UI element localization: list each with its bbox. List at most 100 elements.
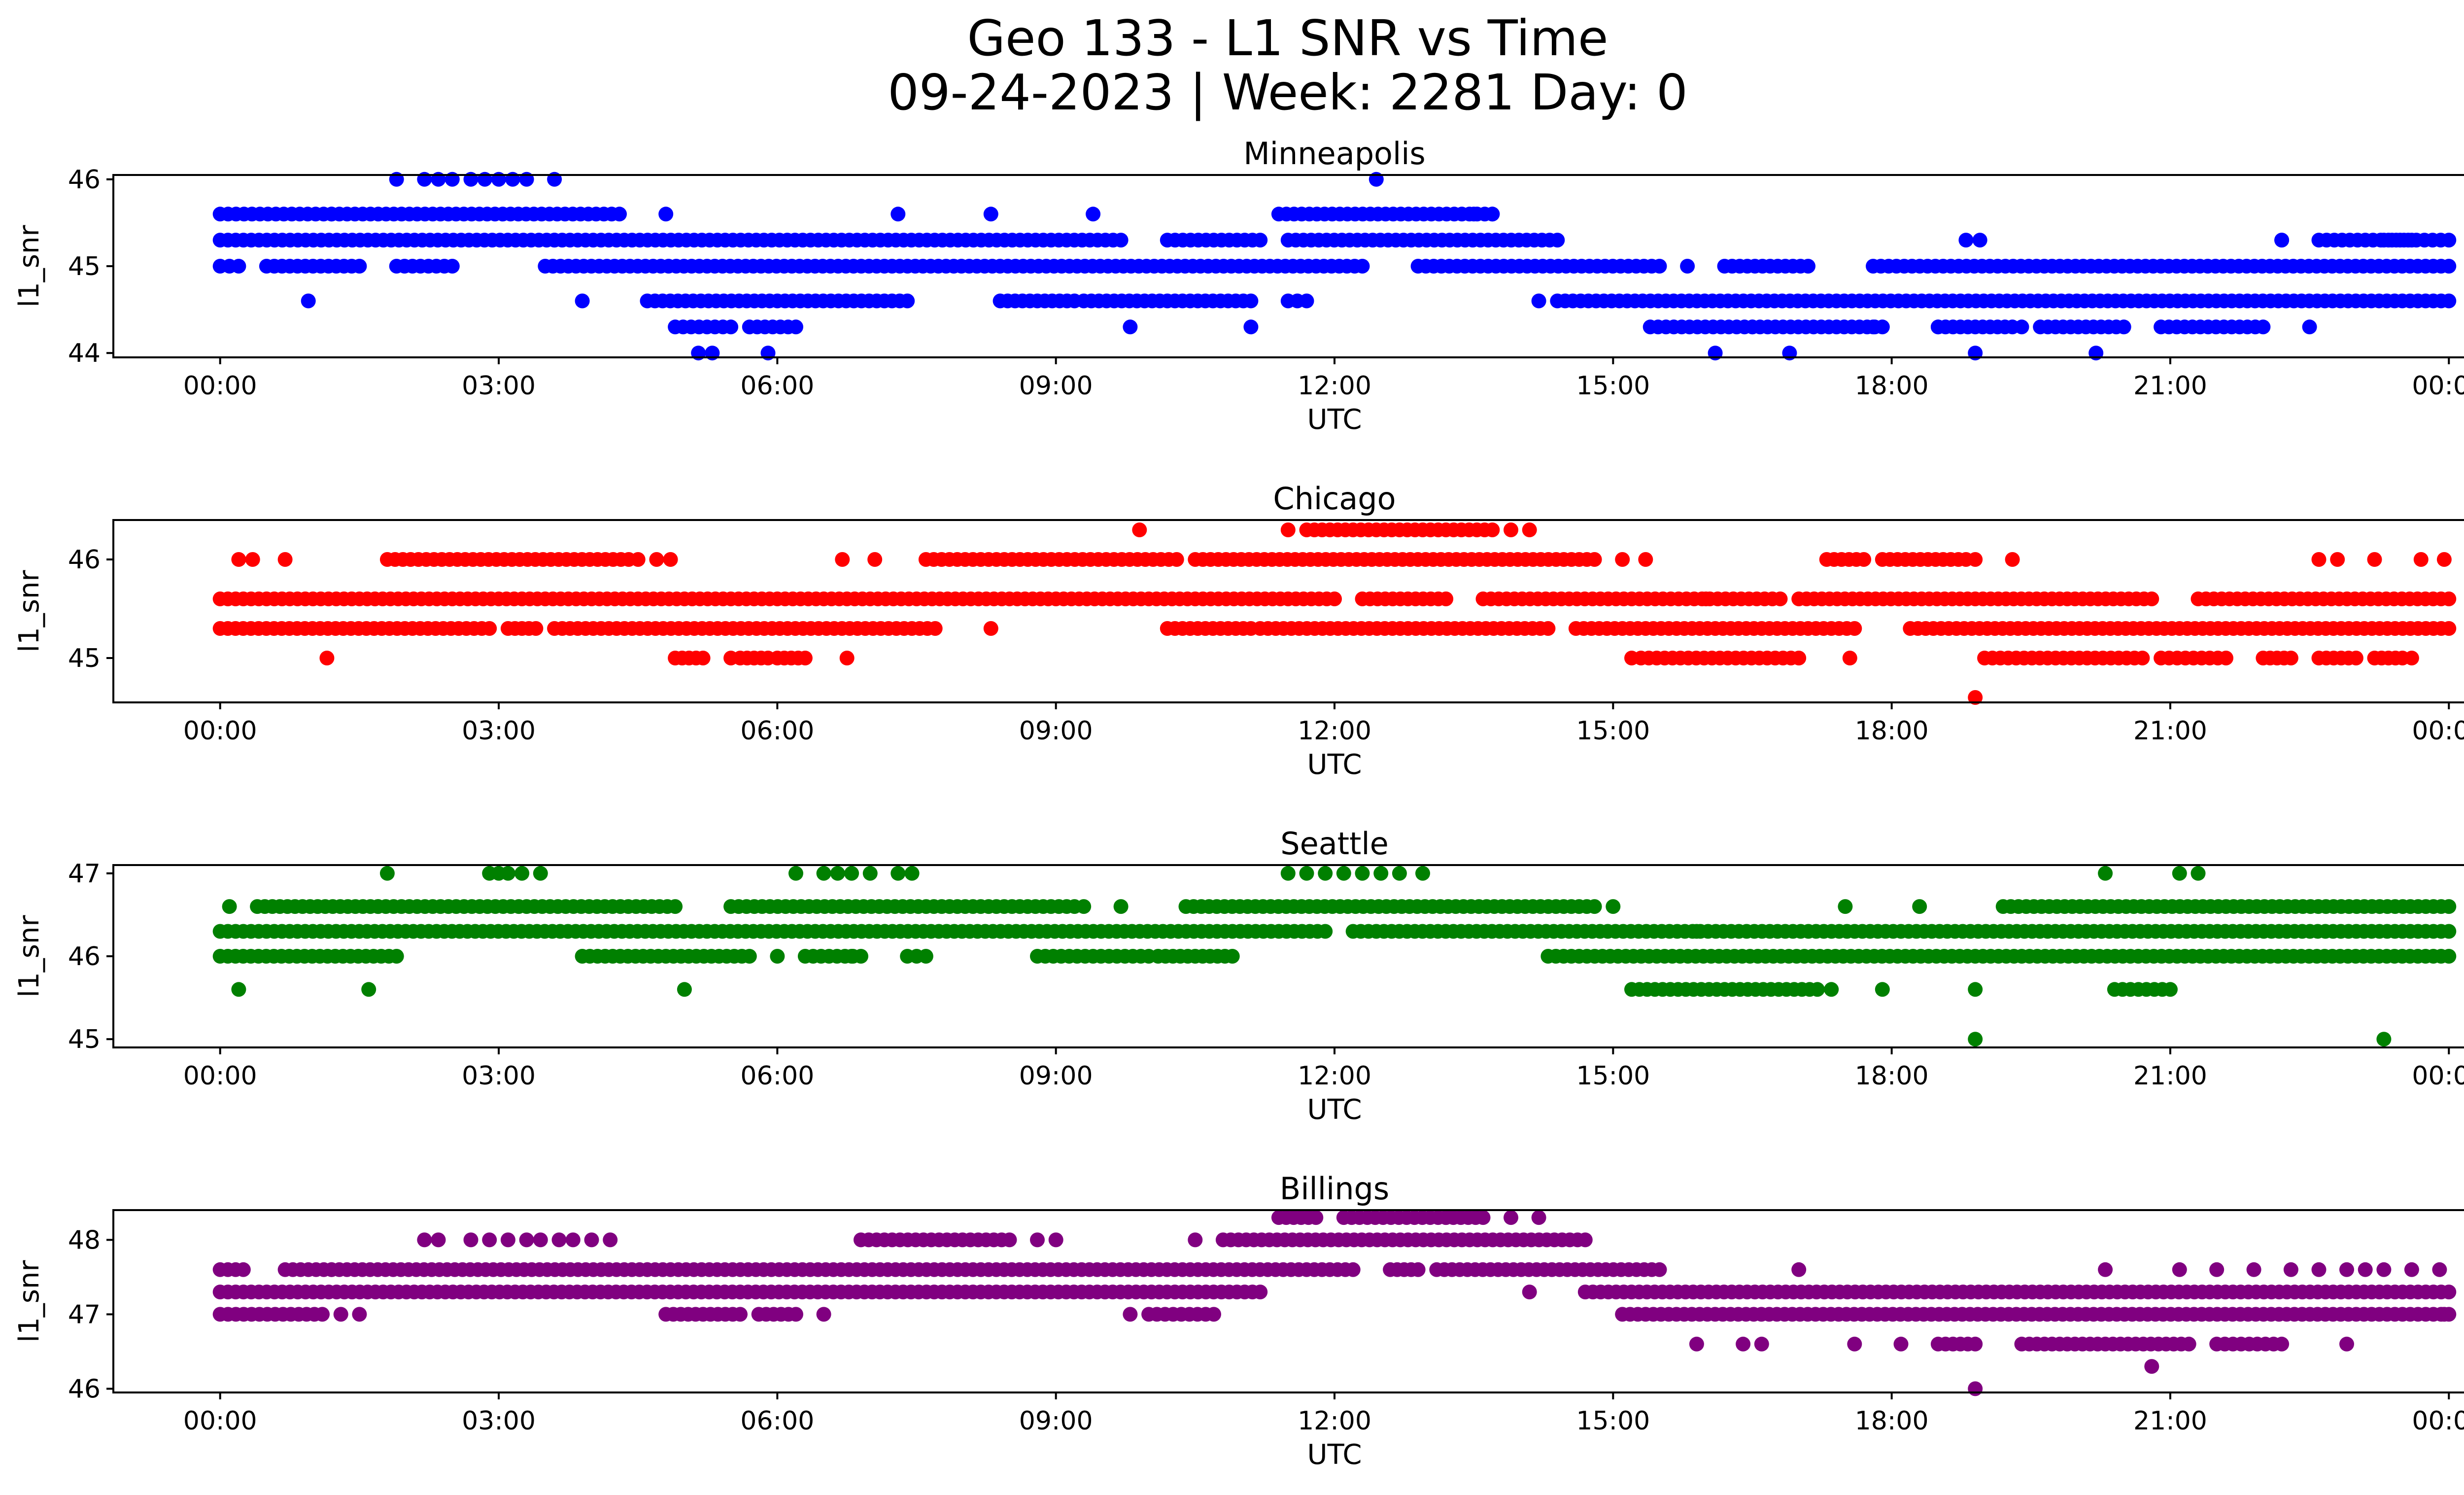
scatter-point bbox=[1327, 591, 1342, 606]
scatter-point bbox=[1866, 319, 1881, 335]
scatter-point bbox=[2358, 1262, 2373, 1277]
scatter-point bbox=[733, 1307, 748, 1322]
scatter-point bbox=[1318, 866, 1333, 881]
x-tick-label: 21:00 bbox=[2133, 1061, 2207, 1091]
scatter-point bbox=[1912, 899, 1927, 914]
scatter-point bbox=[1847, 621, 1862, 636]
scatter-point bbox=[630, 552, 646, 567]
scatter-point bbox=[1972, 233, 1987, 248]
scatter-point bbox=[1958, 233, 1974, 248]
scatter-point bbox=[551, 1232, 567, 1248]
y-tick-label: 46 bbox=[68, 165, 101, 195]
scatter-point bbox=[658, 207, 674, 222]
y-tick-label: 44 bbox=[68, 339, 101, 368]
scatter-point bbox=[2413, 552, 2429, 567]
scatter-point bbox=[1968, 982, 1983, 997]
scatter-point bbox=[1030, 1232, 1045, 1248]
scatter-point bbox=[1531, 1210, 1546, 1225]
y-tick-label: 46 bbox=[68, 942, 101, 972]
scatter-point bbox=[1132, 522, 1147, 537]
scatter-point bbox=[1113, 899, 1129, 914]
scatter-point bbox=[900, 293, 915, 309]
scatter-point bbox=[1299, 293, 1314, 309]
y-tick-label: 45 bbox=[68, 644, 101, 673]
scatter-point bbox=[379, 866, 395, 881]
scatter-point bbox=[1438, 591, 1454, 606]
scatter-point bbox=[1522, 1285, 1537, 1300]
scatter-point bbox=[797, 651, 813, 665]
scatter-point bbox=[668, 899, 683, 914]
subplot-billings: Billings 00:00 03:00 06:00 09:00 12:00 15:00 18… bbox=[13, 1171, 2464, 1471]
scatter-point bbox=[2404, 1262, 2419, 1277]
scatter-point bbox=[2144, 1359, 2159, 1374]
scatter-point bbox=[2135, 651, 2150, 665]
scatter-point bbox=[2432, 1262, 2447, 1277]
scatter-point bbox=[1875, 982, 1890, 997]
scatter-point bbox=[1308, 1210, 1324, 1225]
subplot-seattle: Seattle 00:00 03:00 06:00 09:00 12:00 15:00 18:… bbox=[13, 826, 2464, 1126]
x-tick-label: 18:00 bbox=[1855, 1406, 1929, 1436]
scatter-point bbox=[663, 552, 678, 567]
scatter-point bbox=[1587, 552, 1602, 567]
scatter-point bbox=[890, 207, 906, 222]
x-tick-label: 18:00 bbox=[1855, 1061, 1929, 1091]
scatter-point bbox=[528, 621, 544, 636]
scatter-point bbox=[389, 949, 404, 964]
scatter-point bbox=[788, 319, 803, 335]
scatter-point bbox=[1355, 866, 1370, 881]
scatter-point bbox=[770, 949, 785, 964]
scatter-point bbox=[830, 866, 845, 881]
scatter-point bbox=[1893, 1336, 1909, 1352]
x-tick-label: 06:00 bbox=[740, 1406, 814, 1436]
scatter-point bbox=[2376, 1032, 2392, 1047]
scatter-point bbox=[1540, 621, 1556, 636]
x-tick-label: 21:00 bbox=[2133, 716, 2207, 746]
scatter-point bbox=[1206, 1307, 1221, 1322]
scatter-point bbox=[2274, 233, 2290, 248]
scatter-points bbox=[212, 522, 2457, 705]
scatter-point bbox=[1002, 1232, 1017, 1248]
x-tick-label: 18:00 bbox=[1855, 371, 1929, 401]
x-tick-label: 03:00 bbox=[462, 371, 536, 401]
scatter-point bbox=[2274, 1336, 2290, 1352]
scatter-point bbox=[1188, 1232, 1203, 1248]
scatter-point bbox=[352, 259, 367, 274]
scatter-point bbox=[1930, 319, 1946, 335]
scatter-point bbox=[816, 1307, 831, 1322]
scatter-point bbox=[1336, 866, 1351, 881]
subplot-title: Chicago bbox=[1273, 481, 1396, 517]
scatter-point bbox=[417, 1232, 432, 1248]
scatter-point bbox=[2441, 233, 2457, 248]
scatter-point bbox=[277, 552, 293, 567]
scatter-point bbox=[927, 621, 943, 636]
scatter-points bbox=[212, 866, 2457, 1047]
figure-title-line-1: Geo 133 - L1 SNR vs Time bbox=[967, 9, 1608, 67]
scatter-point bbox=[1577, 1232, 1593, 1248]
scatter-point bbox=[2219, 651, 2233, 665]
y-axis-label: l1_snr bbox=[13, 570, 45, 653]
scatter-point bbox=[575, 293, 590, 309]
scatter-point bbox=[333, 1307, 348, 1322]
x-tick-label: 00:00 bbox=[183, 716, 257, 746]
x-tick-label: 12:00 bbox=[1298, 716, 1371, 746]
scatter-point bbox=[2330, 552, 2345, 567]
x-tick-label: 15:00 bbox=[1576, 371, 1650, 401]
scatter-point bbox=[2436, 552, 2452, 567]
scatter-point bbox=[533, 866, 548, 881]
scatter-point bbox=[1587, 899, 1602, 914]
scatter-point bbox=[1968, 690, 1983, 705]
scatter-point bbox=[788, 866, 803, 881]
scatter-point bbox=[500, 1232, 515, 1248]
scatter-point bbox=[2348, 651, 2363, 665]
scatter-point bbox=[2339, 1262, 2354, 1277]
x-tick-label: 21:00 bbox=[2133, 1406, 2207, 1436]
scatter-points bbox=[212, 1210, 2457, 1396]
scatter-point bbox=[445, 259, 460, 274]
scatter-point bbox=[1856, 552, 1872, 567]
scatter-point bbox=[236, 1262, 251, 1277]
scatter-point bbox=[2163, 982, 2178, 997]
x-tick-label: 03:00 bbox=[462, 1406, 536, 1436]
scatter-point bbox=[2098, 866, 2113, 881]
scatter-point bbox=[361, 982, 376, 997]
scatter-point bbox=[1345, 1262, 1361, 1277]
